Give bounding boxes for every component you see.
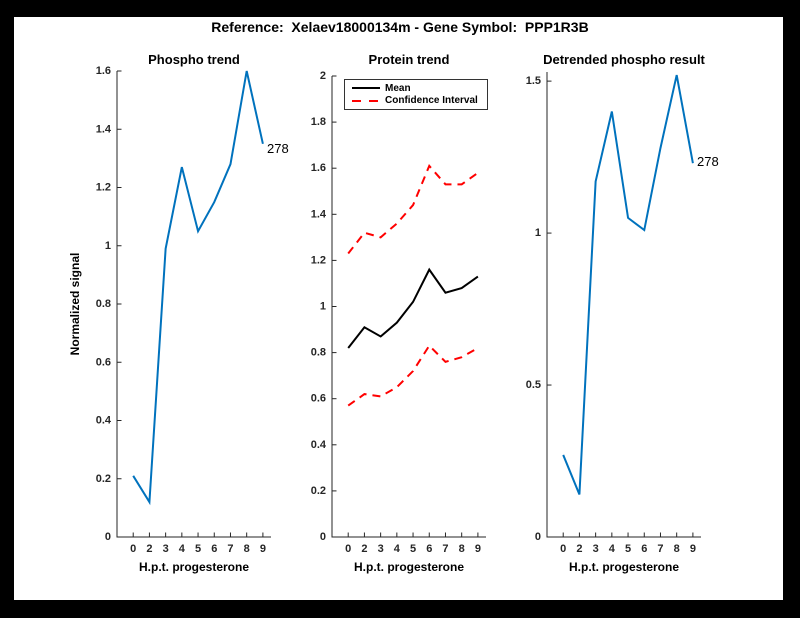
y-tick-label: 1.6 bbox=[96, 65, 111, 77]
x-tick-label: 8 bbox=[459, 543, 465, 555]
subplot1-xlabel: H.p.t. progesterone bbox=[138, 560, 250, 574]
x-tick-label: 4 bbox=[179, 543, 186, 555]
legend-entry-mean: Mean bbox=[345, 82, 487, 95]
x-tick-label: 0 bbox=[345, 543, 351, 555]
y-tick-label: 0 bbox=[320, 531, 326, 543]
y-tick-label: 1.4 bbox=[311, 208, 327, 220]
x-tick-label: 6 bbox=[426, 543, 432, 555]
y-tick-label: 1.2 bbox=[96, 182, 111, 194]
x-tick-label: 0 bbox=[130, 543, 136, 555]
x-tick-label: 3 bbox=[593, 543, 599, 555]
x-tick-label: 2 bbox=[146, 543, 152, 555]
y-tick-label: 0.6 bbox=[96, 356, 111, 368]
subplot1-ylabel: Normalized signal bbox=[68, 252, 82, 356]
subplot1-title: Phospho trend bbox=[148, 52, 240, 67]
x-tick-label: 8 bbox=[674, 543, 680, 555]
x-tick-label: 3 bbox=[378, 543, 384, 555]
y-tick-label: 0.4 bbox=[96, 415, 112, 427]
subplot2-title: Protein trend bbox=[368, 52, 450, 67]
legend-ci-dashed-line-icon bbox=[352, 99, 380, 102]
x-tick-label: 4 bbox=[609, 543, 616, 555]
ci-upper-line bbox=[347, 164, 479, 255]
y-tick-label: 0.6 bbox=[311, 393, 326, 405]
y-tick-label: 1.5 bbox=[526, 75, 541, 87]
y-tick-label: 1.4 bbox=[96, 123, 112, 135]
x-tick-label: 3 bbox=[163, 543, 169, 555]
y-tick-label: 0.4 bbox=[311, 439, 327, 451]
subplot3-xlabel: H.p.t. progesterone bbox=[568, 560, 680, 574]
x-tick-label: 2 bbox=[361, 543, 367, 555]
x-tick-label: 7 bbox=[657, 543, 663, 555]
subplot3-title: Detrended phospho result bbox=[543, 52, 705, 67]
subplot1-endpoint-label: 278 bbox=[267, 141, 289, 156]
x-tick-label: 7 bbox=[227, 543, 233, 555]
legend-entry-confidence-interval: Confidence Interval bbox=[345, 95, 487, 108]
legend-label-mean: Mean bbox=[385, 82, 411, 94]
y-tick-label: 1 bbox=[320, 301, 326, 313]
subplot3-endpoint-label: 278 bbox=[697, 154, 719, 169]
x-tick-label: 0 bbox=[560, 543, 566, 555]
x-tick-label: 6 bbox=[211, 543, 217, 555]
x-tick-label: 9 bbox=[690, 543, 696, 555]
x-tick-label: 9 bbox=[260, 543, 266, 555]
y-tick-label: 0 bbox=[105, 531, 111, 543]
y-tick-label: 2 bbox=[320, 70, 326, 82]
y-tick-label: 1 bbox=[535, 227, 541, 239]
x-tick-label: 8 bbox=[244, 543, 250, 555]
x-tick-label: 2 bbox=[576, 543, 582, 555]
figure-title: Reference: Xelaev18000134m - Gene Symbol… bbox=[211, 19, 589, 35]
y-tick-label: 0 bbox=[535, 531, 541, 543]
x-tick-label: 9 bbox=[475, 543, 481, 555]
detrended-phospho-line bbox=[562, 74, 694, 495]
axis-spines bbox=[116, 71, 271, 538]
x-tick-label: 6 bbox=[641, 543, 647, 555]
y-tick-label: 1.6 bbox=[311, 162, 326, 174]
x-tick-label: 4 bbox=[394, 543, 401, 555]
protein-mean-line bbox=[347, 267, 479, 349]
legend-label-confidence-interval: Confidence Interval bbox=[385, 95, 478, 107]
axis-spines bbox=[546, 72, 701, 538]
y-tick-label: 0.8 bbox=[96, 298, 111, 310]
y-tick-label: 0.5 bbox=[526, 379, 541, 391]
y-tick-label: 0.8 bbox=[311, 347, 326, 359]
y-tick-label: 1.8 bbox=[311, 116, 326, 128]
y-tick-label: 1 bbox=[105, 240, 111, 252]
y-tick-label: 0.2 bbox=[96, 473, 111, 485]
legend-mean-line-icon bbox=[352, 87, 380, 90]
x-tick-label: 5 bbox=[625, 543, 631, 555]
x-tick-label: 5 bbox=[410, 543, 416, 555]
phospho-signal-line bbox=[132, 70, 264, 506]
legend-box: Mean Confidence Interval bbox=[344, 79, 488, 110]
subplot2-xlabel: H.p.t. progesterone bbox=[353, 560, 465, 574]
ci-lower-line bbox=[347, 344, 479, 407]
figure-canvas bbox=[14, 17, 783, 600]
x-tick-label: 7 bbox=[442, 543, 448, 555]
y-tick-label: 0.2 bbox=[311, 485, 326, 497]
x-tick-label: 5 bbox=[195, 543, 201, 555]
y-tick-label: 1.2 bbox=[311, 254, 326, 266]
